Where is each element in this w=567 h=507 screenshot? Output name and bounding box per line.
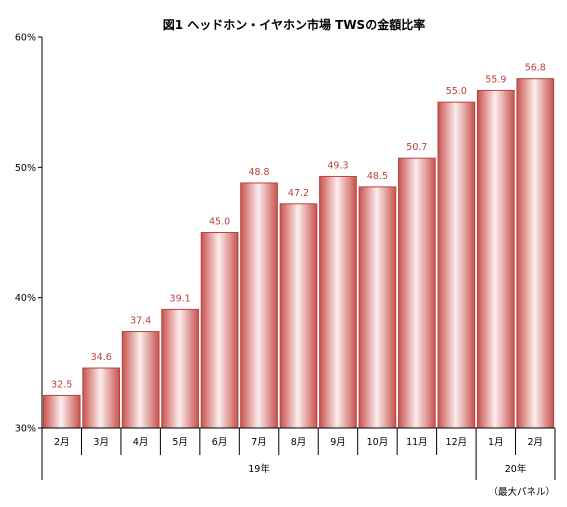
bar [398, 157, 436, 429]
source-note: （最大パネル） [488, 486, 555, 498]
x-tick-label: 2月 [54, 437, 70, 448]
y-tick-label: 30% [15, 424, 36, 435]
bar-value-label: 39.1 [170, 293, 191, 304]
y-tick-layer: 30% 40% 50% 60% [15, 33, 42, 435]
bar [161, 308, 199, 429]
bar-value-label: 55.0 [446, 86, 467, 97]
x-tick-label: 4月 [133, 437, 149, 448]
bar-value-label: 47.2 [288, 188, 309, 199]
bar-layer: 32.5 34.6 37.4 39.1 45.0 48.8 47.2 49.3 48.5 50.7… [42, 63, 555, 429]
bar [42, 394, 81, 429]
bar [516, 78, 555, 429]
bar-value-label: 49.3 [327, 160, 348, 171]
bar [279, 203, 318, 429]
bar [476, 89, 515, 429]
bar [121, 331, 160, 429]
year-group-layer: 19年 20年 [41, 455, 556, 480]
bar-value-label: 34.6 [91, 352, 112, 363]
bar-value-label: 37.4 [130, 316, 151, 327]
bar [437, 101, 476, 429]
x-tick-label: 2月 [527, 437, 543, 448]
bar-value-label: 45.0 [209, 217, 230, 228]
year-group-label: 20年 [505, 463, 527, 475]
axis-layer [41, 37, 555, 429]
x-tick-label: 1月 [488, 437, 504, 448]
bar-value-label: 48.8 [248, 167, 269, 178]
x-tick-label: 5月 [172, 437, 188, 448]
x-tick-label: 6月 [212, 437, 228, 448]
bar-value-label: 50.7 [406, 142, 427, 153]
bar [358, 186, 397, 429]
x-tick-label: 3月 [93, 437, 109, 448]
bar [200, 232, 239, 429]
x-tick-label: 8月 [291, 437, 307, 448]
year-group-label: 19年 [248, 463, 270, 475]
bar-value-label: 55.9 [485, 74, 506, 85]
bar [82, 367, 121, 429]
x-tick-label: 11月 [406, 437, 428, 448]
x-tick-label: 7月 [251, 437, 267, 448]
bar-value-label: 48.5 [367, 171, 388, 182]
x-tick-label: 10月 [367, 437, 389, 448]
bar [319, 175, 357, 429]
bar [240, 182, 278, 429]
chart-title: 図1 ヘッドホン・イヤホン市場 TWSの金額比率 [163, 17, 425, 32]
bar-value-label: 56.8 [525, 63, 546, 74]
x-tick-label: 12月 [446, 437, 468, 448]
x-tick-layer: 2月 3月 4月 5月 6月 7月 8月 9月 10月 11月 12月 1月 2月 [41, 428, 556, 455]
y-tick-label: 50% [15, 163, 36, 174]
x-tick-label: 9月 [330, 437, 346, 448]
y-tick-label: 40% [15, 293, 36, 304]
bar-value-label: 32.5 [51, 379, 72, 390]
y-tick-label: 60% [15, 33, 36, 44]
